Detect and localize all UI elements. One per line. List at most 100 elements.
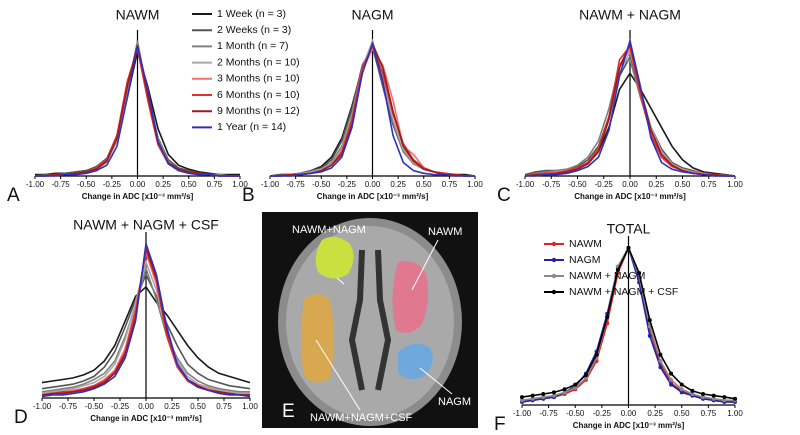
region-label: NAGM bbox=[438, 396, 471, 408]
point bbox=[722, 395, 727, 400]
x-tick-label: -0.25 bbox=[595, 180, 614, 189]
point bbox=[669, 377, 674, 382]
point bbox=[690, 392, 695, 396]
series-line bbox=[41, 285, 251, 384]
x-tick-label: 0.75 bbox=[442, 180, 458, 189]
x-tick-label: 0.25 bbox=[155, 180, 171, 189]
pointer bbox=[315, 339, 361, 411]
legend-label: NAWM + NAGM + CSF bbox=[569, 286, 678, 298]
x-axis-label: Change in ADC [x10⁻³ mm²/s] bbox=[317, 192, 429, 201]
region-nawm bbox=[392, 261, 429, 333]
series-line bbox=[270, 40, 475, 177]
legend-label: NAWM + NAGM bbox=[569, 270, 645, 282]
x-tick-label: -0.75 bbox=[52, 180, 71, 189]
region-label: NAWM bbox=[428, 226, 462, 238]
x-tick-label: -0.25 bbox=[103, 180, 122, 189]
x-tick-label: 0.50 bbox=[416, 180, 432, 189]
x-tick-label: -1.00 bbox=[516, 180, 535, 189]
point bbox=[583, 376, 588, 381]
point bbox=[583, 373, 588, 378]
panel-label: E bbox=[282, 401, 295, 422]
legend-label: 2 Weeks (n = 3) bbox=[217, 24, 291, 36]
point bbox=[722, 398, 727, 403]
x-tick-label: 1.00 bbox=[232, 180, 248, 189]
point bbox=[658, 352, 663, 357]
legend-label: NAGM bbox=[569, 254, 601, 266]
region-nawm-nagm bbox=[315, 236, 354, 279]
x-tick-label: 0.00 bbox=[365, 180, 381, 189]
point bbox=[733, 396, 737, 401]
point bbox=[669, 382, 674, 387]
pointer bbox=[411, 239, 439, 291]
point bbox=[520, 398, 524, 403]
x-tick-label: 0.50 bbox=[181, 180, 197, 189]
series-line bbox=[41, 265, 250, 393]
point bbox=[701, 395, 706, 400]
x-tick-label: -1.00 bbox=[26, 180, 45, 189]
pointer bbox=[419, 367, 453, 395]
x-tick-label: 0.50 bbox=[190, 402, 206, 411]
legend-marker bbox=[551, 273, 557, 279]
series-line bbox=[41, 272, 251, 390]
x-tick-label: 0.75 bbox=[701, 180, 717, 189]
x-axis-label: Change in ADC [x10⁻³ mm²/s] bbox=[90, 414, 202, 423]
x-tick-label: -0.25 bbox=[593, 409, 612, 418]
point bbox=[541, 392, 546, 396]
x-tick-label: -0.25 bbox=[111, 402, 130, 411]
x-axis-label: Change in ADC [x10⁻³ mm²/s] bbox=[574, 192, 686, 201]
x-tick-label: 0.75 bbox=[207, 180, 223, 189]
x-tick-label: 0.00 bbox=[622, 180, 638, 189]
point bbox=[530, 393, 535, 398]
point bbox=[562, 390, 567, 395]
point bbox=[658, 365, 663, 370]
x-tick-label: -0.25 bbox=[338, 180, 357, 189]
x-tick-label: -1.00 bbox=[513, 409, 532, 418]
x-tick-label: 1.00 bbox=[727, 180, 743, 189]
point bbox=[637, 271, 642, 275]
x-tick-label: -1.00 bbox=[33, 402, 52, 411]
point bbox=[573, 382, 578, 387]
x-tick-label: 0.00 bbox=[621, 409, 637, 418]
x-tick-label: 0.75 bbox=[701, 409, 717, 418]
x-axis-label: Change in ADC [x10⁻³ mm²/s] bbox=[82, 192, 194, 201]
point bbox=[530, 396, 535, 401]
legend-marker bbox=[551, 257, 557, 263]
point bbox=[679, 387, 684, 392]
panel-label: C bbox=[497, 185, 511, 206]
x-tick-label: 0.50 bbox=[675, 180, 691, 189]
legend-label: 6 Months (n = 10) bbox=[217, 89, 300, 101]
chart-title: NAWM + NAGM bbox=[579, 7, 681, 23]
x-tick-label: -0.50 bbox=[312, 180, 331, 189]
region-csf bbox=[301, 294, 334, 383]
panel-label: F bbox=[494, 414, 506, 430]
point bbox=[573, 385, 578, 390]
point bbox=[541, 395, 546, 400]
point bbox=[658, 359, 663, 363]
legend-label: 1 Year (n = 14) bbox=[217, 121, 286, 133]
point bbox=[711, 396, 716, 401]
chart-title: TOTAL bbox=[607, 221, 651, 237]
x-tick-label: 0.25 bbox=[164, 402, 180, 411]
region-label: NAWM+NAGM+CSF bbox=[310, 412, 413, 424]
legend-label: NAWM bbox=[569, 238, 602, 250]
brain-image: NAWM+NAGM NAWM NAGM NAWM+NAGM+CSF E bbox=[262, 212, 478, 428]
x-tick-label: 1.00 bbox=[242, 402, 258, 411]
panel-label: D bbox=[14, 407, 28, 428]
x-tick-label: -0.75 bbox=[542, 180, 561, 189]
panel-label: A bbox=[7, 185, 20, 206]
legend-label: 2 Months (n = 10) bbox=[217, 56, 300, 68]
x-tick-label: -1.00 bbox=[261, 180, 280, 189]
series-line bbox=[35, 46, 240, 177]
point bbox=[594, 352, 599, 357]
ventricles bbox=[348, 249, 392, 391]
x-tick-label: -0.50 bbox=[77, 180, 96, 189]
x-axis-label: Change in ADC [x10⁻³ mm²/s] bbox=[573, 421, 685, 430]
point bbox=[520, 395, 524, 400]
point bbox=[669, 371, 674, 376]
x-tick-label: 0.00 bbox=[138, 402, 154, 411]
point bbox=[605, 315, 610, 319]
series-line bbox=[525, 37, 735, 177]
point bbox=[551, 393, 556, 398]
point bbox=[690, 388, 695, 393]
x-tick-label: -0.75 bbox=[540, 409, 559, 418]
